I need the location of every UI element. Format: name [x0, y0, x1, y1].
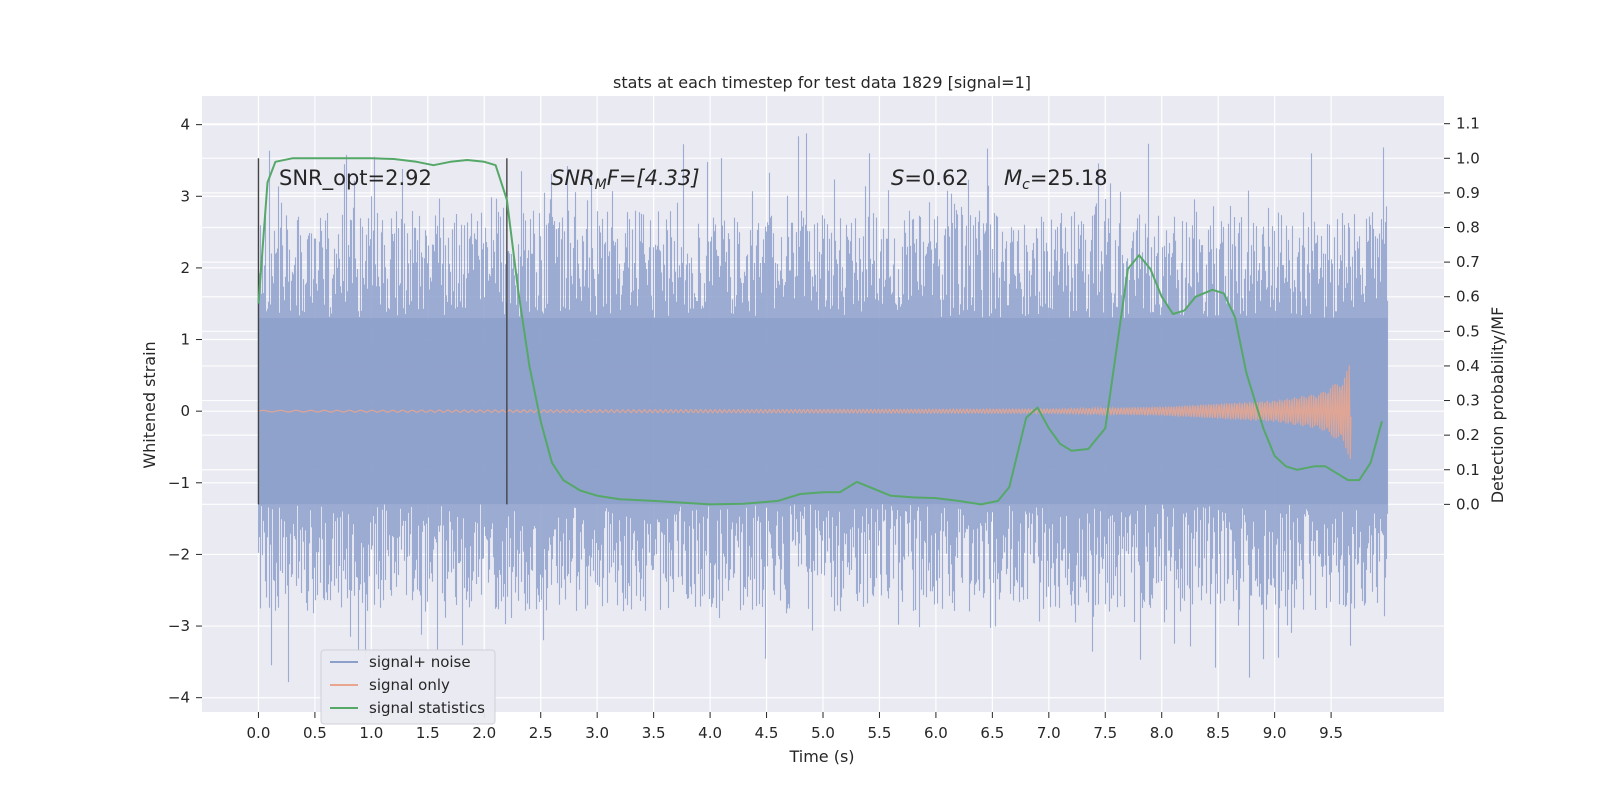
y-right-tick-label-3: 0.8: [1456, 219, 1480, 237]
x-tick-label-5: 2.5: [529, 724, 553, 742]
y-right-tick-label-0: 1.1: [1456, 115, 1480, 133]
x-tick-label-1: 0.5: [303, 724, 327, 742]
legend: signal+ noise signal only signal statist…: [320, 649, 496, 725]
y-right-tick-label-4: 0.7: [1456, 253, 1480, 271]
annotation-mc-rest: =25.18: [1030, 166, 1108, 190]
annotation-mc-sub: c: [1022, 177, 1030, 193]
x-tick-label-18: 9.0: [1263, 724, 1287, 742]
y-right-tick-label-10: 0.1: [1456, 461, 1480, 479]
x-tick-label-9: 4.5: [755, 724, 779, 742]
annotation-snr-mf: SNRMF=[4.33]: [551, 166, 700, 193]
y-right-tick-label-8: 0.3: [1456, 392, 1480, 410]
stat-layer: [257, 157, 1383, 506]
annotation-s-var: S: [891, 166, 904, 190]
x-tick-label-13: 6.5: [980, 724, 1004, 742]
annotation-snr-mf-sub: M: [595, 177, 607, 193]
y-tick-label-5: −1: [168, 474, 190, 492]
x-axis-label: Time (s): [788, 747, 854, 766]
x-tick-label-7: 3.5: [642, 724, 666, 742]
x-tick-label-17: 8.5: [1206, 724, 1230, 742]
y-tick-label-3: 1: [180, 331, 190, 349]
chart-title: stats at each timestep for test data 182…: [613, 73, 1031, 92]
annotation-s-rest: =0.62: [904, 166, 968, 190]
annotation-snr-opt: SNR_opt=2.92: [279, 166, 432, 191]
x-tick-label-19: 9.5: [1319, 724, 1343, 742]
x-tick-label-2: 1.0: [359, 724, 383, 742]
y-right-tick-label-5: 0.6: [1456, 288, 1480, 306]
y-tick-label-0: 4: [180, 116, 190, 134]
y-tick-label-4: 0: [180, 402, 190, 420]
legend-label-signal-statistics: signal statistics: [369, 699, 485, 717]
x-tick-label-8: 4.0: [698, 724, 722, 742]
x-tick-label-16: 8.0: [1150, 724, 1174, 742]
legend-label-signal-noise: signal+ noise: [369, 653, 471, 671]
y-right-tick-label-1: 1.0: [1456, 149, 1480, 167]
y-tick-label-8: −4: [168, 689, 190, 707]
x-tick-label-4: 2.0: [472, 724, 496, 742]
annotation-mc: Mc=25.18: [1004, 166, 1108, 193]
annotation-snr-mf-rest: F=[4.33]: [607, 166, 700, 190]
x-tick-label-15: 7.5: [1093, 724, 1117, 742]
y-tick-label-6: −2: [168, 545, 190, 563]
y-tick-label-7: −3: [168, 617, 190, 635]
annotation-snr-mf-main: SNR: [551, 166, 595, 190]
y-right-tick-label-11: 0.0: [1456, 495, 1480, 513]
x-tick-label-12: 6.0: [924, 724, 948, 742]
y-right-tick-label-9: 0.2: [1456, 426, 1480, 444]
tick-layer: 0.0 0.5 1.0 1.5 2.0 2.5 3.0 3.5 4.0 4.5 5.0 5.5 6.0 6…: [168, 115, 1480, 742]
y-right-tick-label-6: 0.5: [1456, 322, 1480, 340]
y-axis-right-label: Detection probability/MF: [1488, 307, 1507, 504]
x-tick-label-6: 3.0: [585, 724, 609, 742]
y-right-tick-label-2: 0.9: [1456, 184, 1480, 202]
y-axis-label: Whitened strain: [140, 341, 159, 468]
y-tick-label-2: 2: [180, 259, 190, 277]
x-tick-label-11: 5.5: [868, 724, 892, 742]
y-tick-label-1: 3: [180, 187, 190, 205]
signal-only-series: [258, 365, 1352, 460]
signal-layer: [258, 365, 1352, 460]
annotation-mc-var: M: [1004, 166, 1022, 190]
legend-label-signal-only: signal only: [369, 676, 450, 694]
x-tick-label-0: 0.0: [247, 724, 271, 742]
annotation-s: S=0.62: [891, 166, 969, 190]
x-tick-label-3: 1.5: [416, 724, 440, 742]
x-tick-label-14: 7.0: [1037, 724, 1061, 742]
marker-layer: [257, 158, 508, 505]
x-tick-label-10: 5.0: [811, 724, 835, 742]
signal-statistics-series: [257, 157, 1383, 506]
legend-box: [320, 649, 496, 725]
y-right-tick-label-7: 0.4: [1456, 357, 1480, 375]
